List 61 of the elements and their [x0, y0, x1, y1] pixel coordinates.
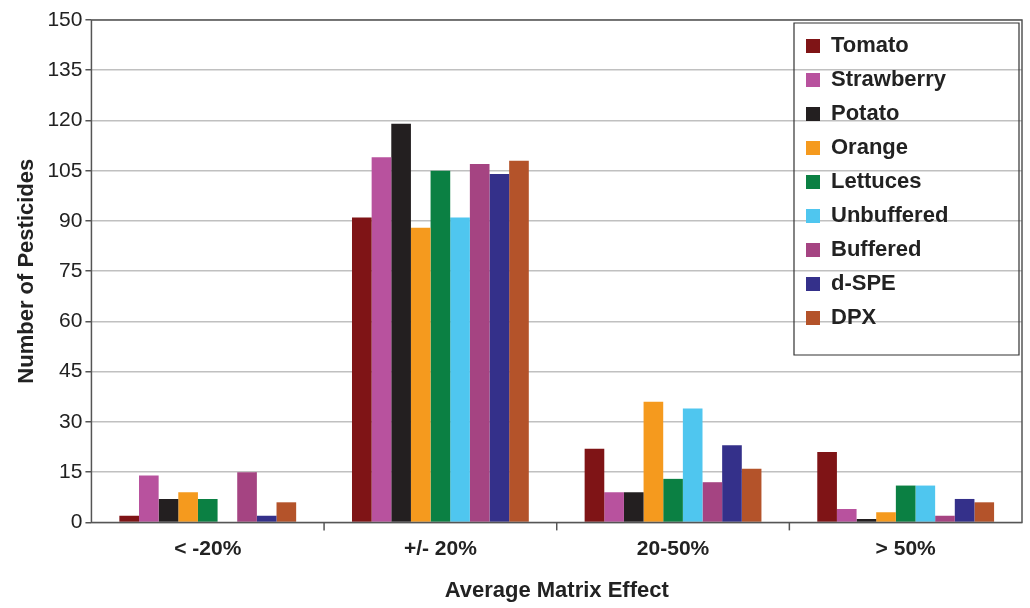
- y-tick-label: 135: [47, 57, 83, 81]
- bar: [836, 509, 857, 522]
- x-tick-label: < -20%: [174, 535, 242, 559]
- y-tick-label: 60: [59, 308, 83, 332]
- legend-label: DPX: [831, 304, 877, 330]
- bar: [352, 217, 372, 522]
- legend-label: d-SPE: [831, 270, 896, 296]
- legend-label: Orange: [831, 134, 909, 160]
- y-tick-label: 0: [70, 509, 83, 533]
- bar: [623, 492, 644, 522]
- legend-label: Tomato: [831, 32, 909, 58]
- bar: [584, 448, 605, 522]
- bar: [391, 123, 411, 522]
- bar: [469, 164, 490, 522]
- legend-label: Strawberry: [831, 66, 947, 92]
- bar: [817, 452, 837, 522]
- bar: [876, 512, 896, 522]
- bar: [197, 498, 218, 522]
- bar: [915, 485, 936, 522]
- bar: [935, 515, 955, 522]
- bar: [256, 515, 277, 522]
- bar: [450, 217, 470, 522]
- bar: [702, 482, 723, 522]
- x-tick-label: > 50%: [875, 535, 937, 559]
- bar: [663, 478, 683, 522]
- bar: [895, 485, 916, 522]
- bar: [856, 519, 877, 522]
- bar: [430, 170, 451, 522]
- bar: [119, 515, 139, 522]
- bar: [643, 401, 664, 522]
- bar: [974, 502, 995, 522]
- y-tick-label: 15: [59, 458, 83, 482]
- bar: [410, 227, 431, 522]
- x-tick-label: +/- 20%: [403, 535, 478, 559]
- bar: [158, 498, 179, 522]
- bar: [954, 498, 975, 522]
- bar: [604, 492, 624, 522]
- bar: [371, 157, 392, 522]
- legend-label: Potato: [831, 100, 900, 126]
- y-tick-label: 90: [59, 207, 83, 231]
- legend-label: Unbuffered: [831, 202, 949, 228]
- bar: [178, 492, 198, 522]
- legend-label: Buffered: [831, 236, 922, 262]
- y-tick-label: 75: [59, 258, 83, 281]
- legend-label: Lettuces: [831, 168, 922, 194]
- bar: [722, 445, 742, 522]
- y-tick-label: 105: [47, 157, 83, 181]
- bar: [509, 160, 529, 522]
- y-tick-label: 120: [47, 107, 83, 131]
- x-axis-title: Average Matrix Effect: [444, 576, 670, 602]
- bar: [139, 475, 159, 522]
- y-tick-label: 30: [59, 408, 83, 432]
- y-axis-title: Number of Pesticides: [13, 158, 39, 384]
- y-tick-label: 150: [47, 6, 83, 30]
- bar: [276, 502, 297, 522]
- x-tick-label: 20-50%: [636, 535, 710, 559]
- y-tick-label: 45: [59, 358, 83, 382]
- bar: [682, 408, 703, 522]
- bar: [741, 468, 762, 522]
- bar: [237, 472, 257, 522]
- bar: [489, 174, 510, 522]
